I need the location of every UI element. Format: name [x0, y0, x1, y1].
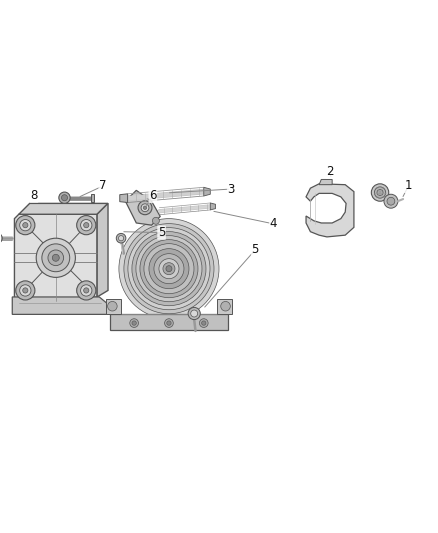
Circle shape — [130, 319, 138, 327]
Circle shape — [84, 288, 89, 293]
Circle shape — [119, 219, 219, 319]
Circle shape — [387, 197, 395, 205]
Circle shape — [167, 321, 171, 325]
Circle shape — [23, 288, 28, 293]
Circle shape — [143, 206, 147, 209]
Text: 7: 7 — [99, 180, 106, 192]
Circle shape — [149, 249, 189, 289]
Circle shape — [108, 302, 117, 311]
Circle shape — [20, 285, 31, 296]
Circle shape — [16, 281, 35, 300]
Circle shape — [144, 244, 194, 294]
Circle shape — [138, 201, 152, 215]
Polygon shape — [110, 314, 228, 329]
Circle shape — [374, 187, 386, 198]
Circle shape — [152, 217, 159, 224]
Polygon shape — [204, 187, 210, 196]
Text: 5: 5 — [251, 244, 259, 256]
Polygon shape — [217, 298, 232, 314]
Circle shape — [165, 319, 173, 327]
Polygon shape — [97, 204, 108, 297]
Polygon shape — [120, 194, 127, 203]
Circle shape — [136, 236, 202, 302]
Polygon shape — [306, 184, 354, 237]
Circle shape — [124, 224, 214, 314]
Circle shape — [384, 194, 398, 208]
Text: 8: 8 — [30, 189, 38, 202]
Circle shape — [377, 189, 383, 196]
Circle shape — [132, 321, 136, 325]
Circle shape — [140, 240, 198, 298]
Text: 3: 3 — [227, 182, 235, 196]
Circle shape — [116, 233, 126, 243]
Circle shape — [61, 195, 67, 201]
Circle shape — [81, 220, 92, 231]
Text: 4: 4 — [270, 217, 277, 230]
Circle shape — [188, 308, 200, 320]
Circle shape — [166, 265, 172, 272]
Circle shape — [77, 215, 96, 235]
Text: 2: 2 — [326, 165, 334, 178]
Circle shape — [118, 236, 124, 241]
Circle shape — [77, 281, 96, 300]
Polygon shape — [91, 194, 94, 201]
Polygon shape — [319, 180, 332, 184]
Circle shape — [371, 184, 389, 201]
Circle shape — [163, 263, 175, 274]
Circle shape — [36, 238, 75, 277]
Circle shape — [16, 215, 35, 235]
Circle shape — [48, 250, 64, 265]
Polygon shape — [106, 298, 121, 314]
Text: 1: 1 — [405, 180, 412, 192]
Circle shape — [81, 285, 92, 296]
Circle shape — [132, 232, 206, 306]
Circle shape — [42, 244, 70, 272]
Polygon shape — [14, 214, 97, 301]
Circle shape — [141, 204, 149, 212]
Circle shape — [84, 223, 89, 228]
Circle shape — [201, 321, 206, 325]
Text: 6: 6 — [149, 190, 157, 203]
Circle shape — [191, 310, 198, 317]
Circle shape — [23, 223, 28, 228]
Polygon shape — [12, 297, 113, 314]
Circle shape — [159, 259, 179, 279]
Circle shape — [59, 192, 70, 204]
Polygon shape — [210, 203, 215, 210]
Polygon shape — [125, 190, 160, 225]
Circle shape — [52, 254, 59, 261]
Circle shape — [0, 233, 2, 244]
Circle shape — [20, 220, 31, 231]
Polygon shape — [19, 204, 108, 214]
Circle shape — [199, 319, 208, 327]
Circle shape — [154, 254, 184, 284]
Text: 5: 5 — [158, 226, 165, 239]
Circle shape — [221, 302, 230, 311]
Circle shape — [128, 228, 210, 310]
